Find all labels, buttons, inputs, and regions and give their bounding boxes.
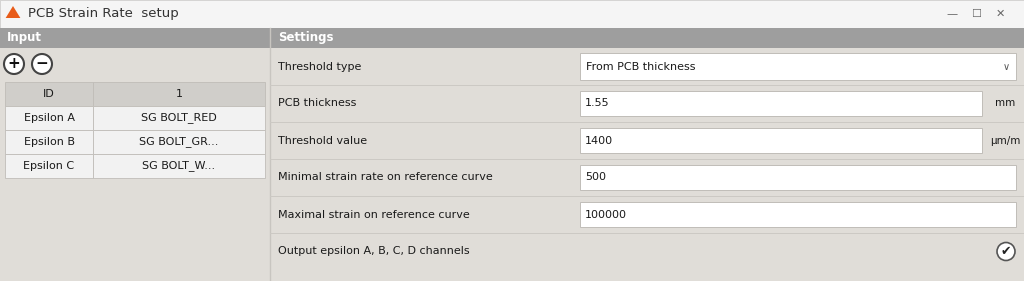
Text: SG BOLT_RED: SG BOLT_RED — [141, 113, 217, 123]
Text: Threshold value: Threshold value — [278, 135, 368, 146]
Text: Epsilon B: Epsilon B — [24, 137, 75, 147]
FancyBboxPatch shape — [93, 154, 265, 178]
FancyBboxPatch shape — [93, 106, 265, 130]
FancyBboxPatch shape — [5, 130, 93, 154]
Text: 1400: 1400 — [585, 135, 613, 146]
Text: —: — — [946, 9, 957, 19]
FancyBboxPatch shape — [0, 28, 270, 281]
Circle shape — [32, 54, 52, 74]
Text: −: − — [36, 56, 48, 71]
Text: ☐: ☐ — [971, 9, 981, 19]
Text: ✔: ✔ — [1000, 246, 1012, 259]
Circle shape — [997, 243, 1015, 260]
Text: μm/m: μm/m — [990, 135, 1020, 146]
Text: +: + — [7, 56, 20, 71]
FancyBboxPatch shape — [0, 0, 1024, 28]
Text: Threshold type: Threshold type — [278, 62, 361, 71]
Text: PCB Strain Rate  setup: PCB Strain Rate setup — [28, 8, 179, 21]
FancyBboxPatch shape — [580, 91, 982, 116]
FancyBboxPatch shape — [580, 128, 982, 153]
Text: Epsilon A: Epsilon A — [24, 113, 75, 123]
FancyBboxPatch shape — [93, 82, 265, 106]
Text: 1.55: 1.55 — [585, 99, 609, 108]
FancyBboxPatch shape — [580, 202, 1016, 227]
Circle shape — [4, 54, 24, 74]
Text: SG BOLT_GR...: SG BOLT_GR... — [139, 137, 219, 148]
FancyBboxPatch shape — [270, 28, 1024, 48]
FancyBboxPatch shape — [5, 154, 93, 178]
Text: ✕: ✕ — [995, 9, 1005, 19]
Text: Minimal strain rate on reference curve: Minimal strain rate on reference curve — [278, 173, 493, 182]
Text: ∨: ∨ — [1002, 62, 1010, 71]
Text: 500: 500 — [585, 173, 606, 182]
Text: SG BOLT_W...: SG BOLT_W... — [142, 160, 216, 171]
Text: Epsilon C: Epsilon C — [24, 161, 75, 171]
Text: PCB thickness: PCB thickness — [278, 99, 356, 108]
Text: ID: ID — [43, 89, 55, 99]
Text: 100000: 100000 — [585, 210, 627, 219]
Text: Input: Input — [7, 31, 42, 44]
Text: 1: 1 — [175, 89, 182, 99]
FancyBboxPatch shape — [93, 130, 265, 154]
FancyBboxPatch shape — [270, 28, 1024, 281]
Polygon shape — [6, 6, 20, 18]
Text: From PCB thickness: From PCB thickness — [586, 62, 695, 71]
Text: Settings: Settings — [278, 31, 334, 44]
Text: mm: mm — [995, 99, 1015, 108]
Text: Output epsilon A, B, C, D channels: Output epsilon A, B, C, D channels — [278, 246, 470, 257]
FancyBboxPatch shape — [580, 165, 1016, 190]
FancyBboxPatch shape — [5, 106, 93, 130]
Text: Maximal strain on reference curve: Maximal strain on reference curve — [278, 210, 470, 219]
FancyBboxPatch shape — [5, 82, 93, 106]
FancyBboxPatch shape — [580, 53, 1016, 80]
FancyBboxPatch shape — [0, 28, 270, 48]
